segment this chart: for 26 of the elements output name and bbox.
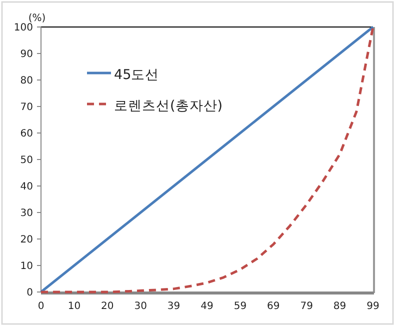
x-tick-label: 0 bbox=[38, 301, 44, 312]
y-tick-label: 80 bbox=[20, 76, 33, 86]
y-tick-label: 70 bbox=[20, 102, 33, 113]
y-tick-label: 20 bbox=[20, 234, 33, 246]
x-tick-label: 20 bbox=[101, 301, 114, 312]
y-tick-label: 50 bbox=[20, 155, 33, 166]
y-tick-label: 10 bbox=[20, 261, 33, 272]
legend-label: 로렌츠선(총자산) bbox=[114, 98, 223, 114]
x-tick-label: 59 bbox=[234, 301, 247, 312]
y-axis-title: (%) bbox=[28, 13, 46, 24]
x-tick-label: 79 bbox=[300, 301, 313, 312]
y-tick-label: 90 bbox=[20, 49, 33, 60]
y-tick-label: 30 bbox=[20, 208, 33, 219]
x-tick-label: 89 bbox=[333, 301, 346, 312]
x-tick-label: 49 bbox=[200, 301, 214, 312]
line-series bbox=[40, 26, 374, 294]
y-tick-label: 0 bbox=[26, 288, 33, 298]
legend-label: 45도선 bbox=[114, 67, 160, 83]
x-tick-label: 10 bbox=[68, 301, 81, 312]
y-tick-label: 40 bbox=[20, 182, 33, 192]
x-tick-label: 30 bbox=[134, 301, 147, 312]
x-tick-label: 39 bbox=[167, 301, 180, 312]
y-tick-label: 100 bbox=[14, 22, 33, 34]
y-tick-label: 60 bbox=[20, 128, 33, 140]
x-tick-label: 99 bbox=[366, 301, 380, 312]
x-tick-label: 69 bbox=[267, 301, 280, 312]
